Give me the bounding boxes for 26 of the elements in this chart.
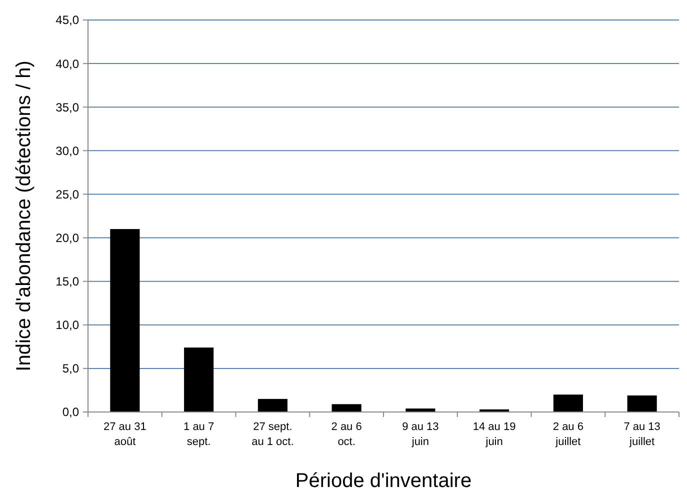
y-tick-label: 25,0	[56, 187, 80, 202]
y-tick-label: 35,0	[56, 100, 80, 114]
bar	[553, 394, 583, 412]
x-tick-label: 2 au 6 oct.	[331, 421, 362, 448]
bar	[258, 398, 288, 412]
x-tick-label: 1 au 7 sept.	[184, 421, 214, 448]
x-tick-label: 7 au 13 juillet	[624, 421, 660, 448]
x-tick-label: 14 au 19 juin	[472, 421, 516, 448]
x-tick-label: 27 sept. au 1 oct.	[252, 421, 294, 448]
y-tick-label: 0,0	[62, 405, 80, 420]
y-tick-label: 40,0	[56, 56, 80, 71]
bar	[184, 348, 214, 412]
y-tick-label: 15,0	[56, 274, 80, 289]
y-axis-title: Indice d'abondance (détections / h)	[13, 60, 35, 372]
x-tick-label: 2 au 6 juillet	[552, 421, 584, 448]
y-tick-label: 10,0	[56, 318, 80, 332]
x-tick-label: 27 au 31 août	[104, 421, 146, 448]
x-tick-label: 9 au 13 juin	[402, 421, 439, 448]
y-tick-label: 45,0	[56, 13, 80, 28]
y-tick-label: 30,0	[56, 144, 80, 158]
bar	[627, 395, 657, 412]
x-axis-title: Période d'inventaire	[295, 470, 472, 492]
bar	[332, 404, 362, 412]
y-tick-label: 20,0	[56, 230, 80, 245]
y-tick-label: 5,0	[62, 362, 80, 376]
bar	[110, 229, 140, 412]
